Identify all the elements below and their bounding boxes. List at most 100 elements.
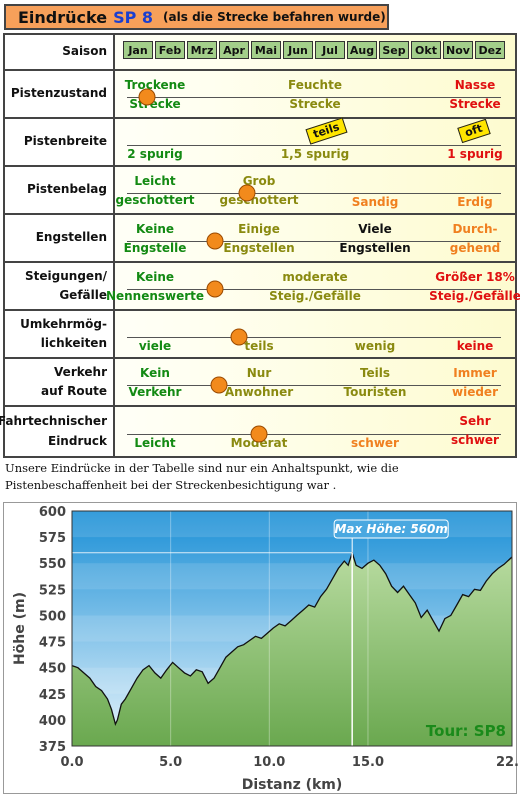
scale-option: Leicht — [134, 436, 176, 450]
y-tick-label: 450 — [39, 662, 66, 677]
scale-option: Keine Engstelle — [123, 222, 187, 255]
scale-option: Keine Nennenswerte — [105, 270, 205, 303]
scale-option: Einige Engstellen — [223, 222, 295, 255]
rating-marker — [210, 376, 228, 394]
scale-option: Kein Verkehr — [128, 366, 182, 399]
month-okt: Okt — [411, 41, 441, 59]
x-tick-label: 0.0 — [60, 755, 83, 770]
elevation-chart: Max Höhe: 560m 375 400 425 450 475 500 525 550 57… — [3, 502, 518, 794]
y-tick-label: 475 — [39, 636, 66, 651]
scale-line — [127, 289, 501, 290]
tag-oft: oft — [457, 118, 491, 144]
criteria-row: Engstellen Keine Engstelle Einige Engstell… — [5, 215, 515, 263]
month-apr: Apr — [219, 41, 249, 59]
scale-option: Leicht geschottert — [115, 174, 195, 207]
scale-option: Grob geschottert — [219, 174, 299, 207]
criteria-row: Fahrtechnischer Eindruck Leicht Moderat sch… — [0, 407, 515, 456]
criteria-table: Saison Jan Feb Mrz Apr Mai Jun Jul Aug Sep Okt Nov D… — [0, 33, 520, 458]
scale-option: Sehr schwer — [451, 414, 499, 447]
scale-option: Viele Engstellen — [339, 222, 411, 255]
criteria-label: Pistenbreite — [5, 119, 115, 165]
rating-marker — [250, 425, 268, 443]
y-tick-label: 425 — [39, 688, 66, 703]
elevation-line — [71, 550, 513, 726]
rating-marker — [206, 232, 224, 250]
scale-option: wenig — [354, 339, 396, 353]
title-note: (als die Strecke befahren wurde) — [163, 10, 386, 24]
scale-option: Immer wieder — [452, 366, 498, 399]
criteria-row: Verkehr auf Route Kein Verkehr Nur Anwohne… — [5, 359, 515, 407]
rating-marker — [206, 280, 224, 298]
month-feb: Feb — [155, 41, 185, 59]
route-id: SP 8 — [113, 7, 154, 27]
scale-option: Nur Anwohner — [224, 366, 294, 399]
scale-option: Erdig — [457, 195, 493, 209]
month-list: Jan Feb Mrz Apr Mai Jun Jul Aug Sep Okt Nov Dez — [123, 41, 505, 59]
scale-option: Feuchte Strecke — [288, 78, 342, 111]
x-tick-label: 22.3 — [496, 755, 518, 770]
x-tick-label: 5.0 — [159, 755, 182, 770]
criteria-row: Pistenzustand Trockene Strecke Feuchte Str… — [5, 71, 515, 119]
scale-option: Durch- gehend — [449, 222, 501, 255]
page-title: Eindrücke — [18, 7, 108, 27]
y-tick-label: 375 — [39, 740, 66, 755]
scale-option: viele — [138, 339, 172, 353]
y-tick-label: 550 — [39, 557, 66, 572]
month-mrz: Mrz — [187, 41, 217, 59]
max-height-label: Max Höhe: 560m — [334, 522, 447, 536]
season-label: Saison — [5, 35, 115, 69]
month-nov: Nov — [443, 41, 473, 59]
scale-line — [127, 97, 501, 98]
elevation-chart-svg: Max Höhe: 560m 375 400 425 450 475 500 525 550 57… — [12, 505, 518, 793]
scale-option: moderate Steig./Gefälle — [269, 270, 361, 303]
month-jun: Jun — [283, 41, 313, 59]
tour-label: Tour: SP8 — [426, 722, 506, 740]
y-tick-label: 500 — [39, 609, 66, 624]
scale-option: 2 spurig — [127, 147, 183, 161]
scale-line — [127, 145, 501, 146]
elevation-area — [72, 552, 512, 746]
criteria-label: Pistenzustand — [5, 71, 115, 117]
scale-option: Sandig — [351, 195, 399, 209]
y-tick-label: 575 — [39, 531, 66, 546]
scale-option: 1 spurig — [447, 147, 503, 161]
month-mai: Mai — [251, 41, 281, 59]
criteria-label: Fahrtechnischer Eindruck — [0, 407, 115, 456]
scale-line — [127, 434, 501, 435]
scale-option: Teils Touristen — [343, 366, 407, 399]
scale-option: keine — [456, 339, 494, 353]
scale-line — [127, 193, 501, 194]
scale-option: Größer 18% Steig./Gefälle — [429, 270, 520, 303]
scale-line — [127, 241, 501, 242]
rating-marker — [230, 328, 248, 346]
criteria-row: Pistenbelag Leicht geschottert Grob gescho… — [5, 167, 515, 215]
grid-band — [72, 563, 512, 590]
scale-option: 1,5 spurig — [280, 147, 350, 161]
disclaimer-note: Unsere Eindrücke in der Tabelle sind nur… — [5, 461, 399, 492]
criteria-label: Umkehrmög- lichkeiten — [5, 311, 115, 357]
criteria-row: Steigungen/ Gefälle Keine Nennenswerte mod… — [5, 263, 520, 311]
scale-option: teils — [244, 339, 274, 353]
criteria-label: Steigungen/ Gefälle — [5, 263, 115, 309]
y-tick-label: 400 — [39, 714, 66, 729]
y-tick-label: 600 — [39, 505, 66, 520]
month-sep: Sep — [379, 41, 409, 59]
criteria-label: Verkehr auf Route — [5, 359, 115, 405]
criteria-label: Pistenbelag — [5, 167, 115, 213]
rating-marker — [238, 184, 256, 202]
month-jan: Jan — [123, 41, 153, 59]
month-aug: Aug — [347, 41, 377, 59]
scale-line — [127, 385, 501, 386]
scale-option: Moderat — [230, 436, 288, 450]
title-bar: Eindrücke SP 8 (als die Strecke befahren… — [4, 4, 389, 30]
x-tick-label: 10.0 — [253, 755, 285, 770]
scale-line — [127, 337, 501, 338]
x-tick-label: 15.0 — [352, 755, 384, 770]
max-callout — [333, 519, 449, 539]
criteria-row: Pistenbreite 2 spurig 1,5 spurig 1 spurig te… — [5, 117, 515, 167]
rating-marker — [138, 88, 156, 106]
criteria-label: Engstellen — [5, 215, 115, 261]
y-axis-label: Höhe (m) — [12, 592, 28, 665]
scale-option: schwer — [351, 436, 399, 450]
x-axis-label: Distanz (km) — [242, 777, 343, 793]
